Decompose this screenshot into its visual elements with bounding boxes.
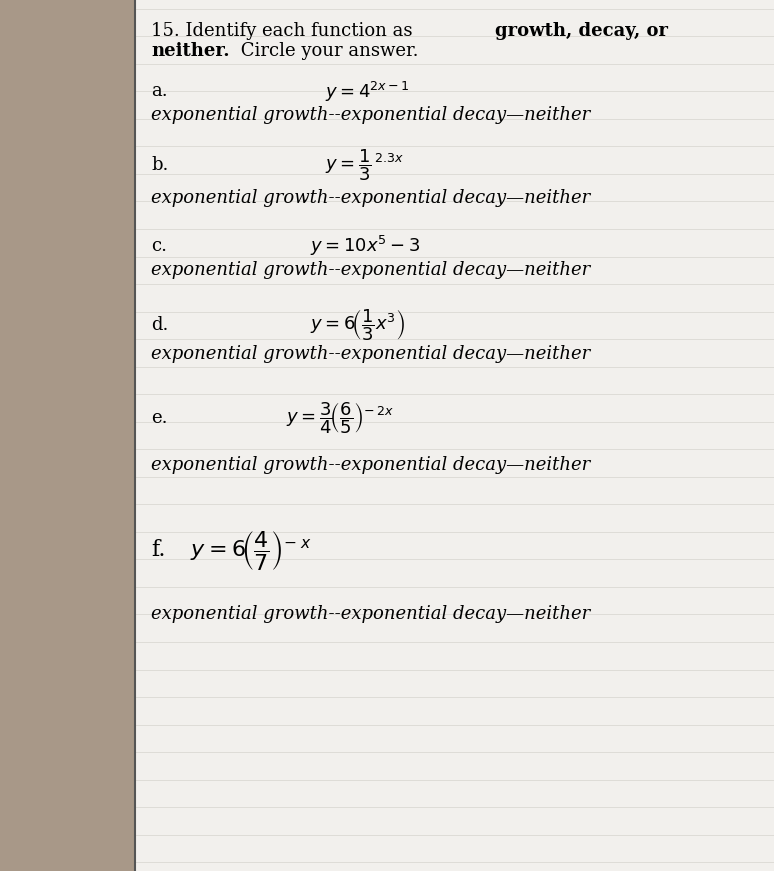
Text: exponential growth--exponential decay—neither: exponential growth--exponential decay—ne… — [151, 106, 591, 124]
Text: a.: a. — [151, 83, 167, 100]
Text: $y = 4^{2x-1}$: $y = 4^{2x-1}$ — [325, 79, 409, 104]
FancyBboxPatch shape — [0, 0, 135, 871]
Text: exponential growth--exponential decay—neither: exponential growth--exponential decay—ne… — [151, 346, 591, 363]
Text: neither.: neither. — [151, 42, 230, 59]
Text: 15. Identify each function as: 15. Identify each function as — [151, 23, 418, 40]
FancyBboxPatch shape — [135, 0, 774, 871]
Text: $y = \dfrac{1}{3}^{\,2.3x}$: $y = \dfrac{1}{3}^{\,2.3x}$ — [325, 148, 404, 183]
Text: b.: b. — [151, 157, 168, 174]
Text: exponential growth--exponential decay—neither: exponential growth--exponential decay—ne… — [151, 189, 591, 206]
Text: exponential growth--exponential decay—neither: exponential growth--exponential decay—ne… — [151, 456, 591, 474]
Text: $y = 6\!\left(\dfrac{1}{3}x^3\right)$: $y = 6\!\left(\dfrac{1}{3}x^3\right)$ — [310, 307, 405, 342]
Text: growth, decay, or: growth, decay, or — [495, 23, 669, 40]
Text: f.: f. — [151, 539, 166, 562]
Text: $y = 6\!\left(\dfrac{4}{7}\right)^{\!-x}$: $y = 6\!\left(\dfrac{4}{7}\right)^{\!-x}… — [190, 529, 311, 572]
Text: exponential growth--exponential decay—neither: exponential growth--exponential decay—ne… — [151, 261, 591, 279]
Text: d.: d. — [151, 316, 168, 334]
Text: $y = \dfrac{3}{4}\!\left(\dfrac{6}{5}\right)^{\!-2x}$: $y = \dfrac{3}{4}\!\left(\dfrac{6}{5}\ri… — [286, 401, 395, 436]
Text: $y = 10x^5 - 3$: $y = 10x^5 - 3$ — [310, 233, 420, 258]
Text: c.: c. — [151, 237, 167, 254]
Text: exponential growth--exponential decay—neither: exponential growth--exponential decay—ne… — [151, 605, 591, 623]
Text: e.: e. — [151, 409, 167, 427]
Text: Circle your answer.: Circle your answer. — [235, 42, 418, 59]
